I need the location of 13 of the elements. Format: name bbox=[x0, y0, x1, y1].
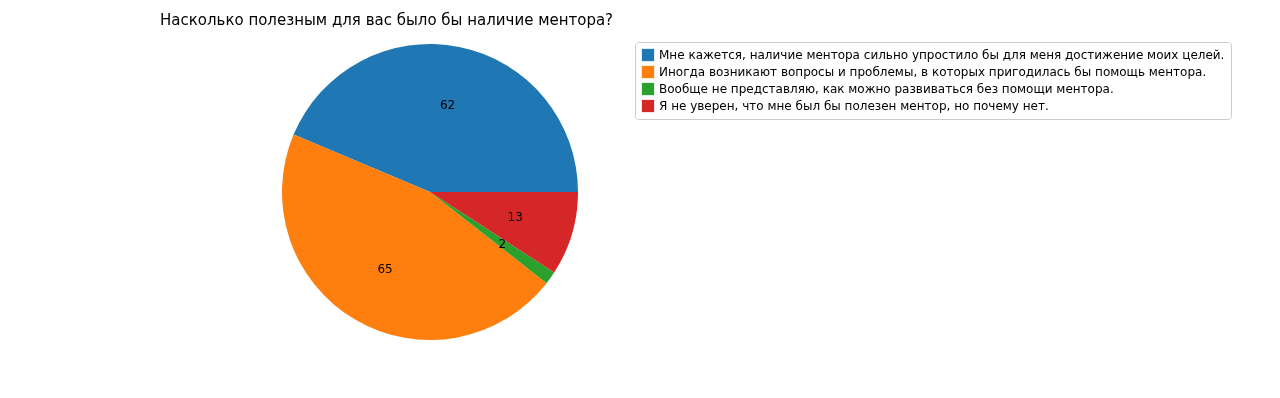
legend-label: Вообще не представляю, как можно развиваться без помощи ментора. bbox=[659, 82, 1114, 96]
pie-slice bbox=[282, 134, 547, 340]
pie-slice bbox=[430, 192, 578, 273]
data-label: 13 bbox=[507, 210, 523, 225]
pie-slice bbox=[430, 192, 555, 284]
data-label: 65 bbox=[377, 261, 393, 276]
pie-slice bbox=[293, 44, 578, 192]
legend-label: Я не уверен, что мне был бы полезен ментор, но почему нет. bbox=[659, 99, 1049, 113]
data-label: 62 bbox=[439, 97, 456, 112]
chart-title: Насколько полезным для вас было бы наличие ментора? bbox=[160, 10, 614, 29]
legend-label: Иногда возникают вопросы и проблемы, в которых пригодилась бы помощь ментора. bbox=[659, 65, 1207, 79]
legend-label: Мне кажется, наличие ментора сильно упростило бы для меня достижение моих целей. bbox=[659, 48, 1225, 62]
data-label: 2 bbox=[498, 236, 507, 251]
